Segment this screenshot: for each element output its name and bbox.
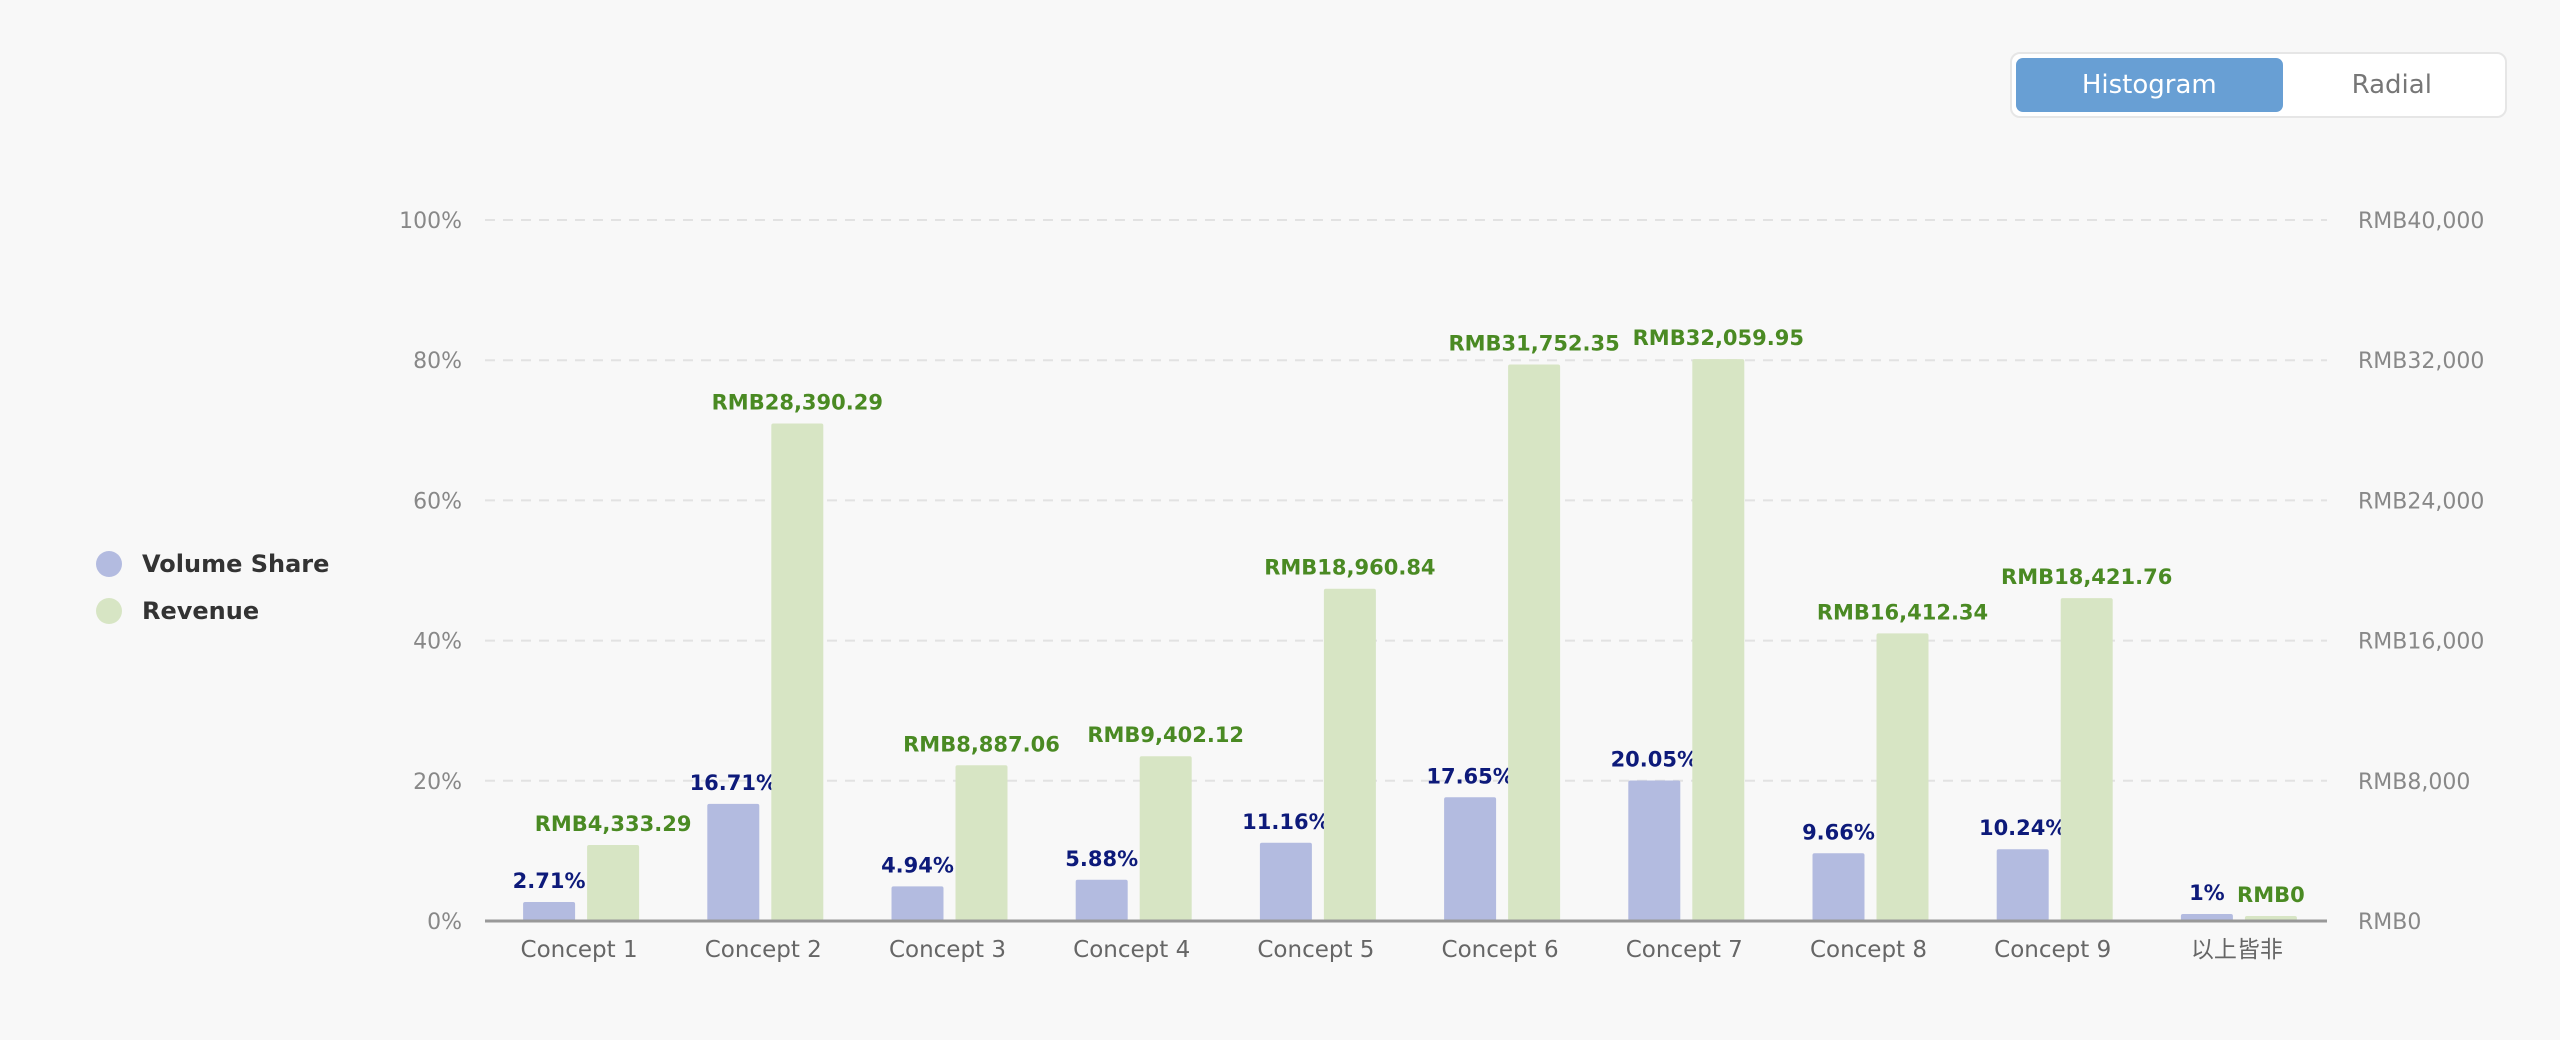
data-label: 4.94%	[881, 853, 954, 877]
legend-dot-icon	[96, 550, 122, 577]
bar-volume-share	[523, 902, 576, 921]
radial-tab[interactable]: Radial	[2351, 70, 2432, 100]
y-left-tick-label: 0%	[427, 910, 462, 935]
data-label: 2.71%	[513, 869, 586, 893]
x-tick-label: Concept 7	[1626, 937, 1743, 963]
y-right-tick-label: RMB0	[2358, 910, 2421, 935]
x-tick-label: Concept 2	[705, 937, 822, 963]
y-right-tick-label: RMB24,000	[2358, 489, 2484, 514]
y-right-tick-label: RMB40,000	[2358, 209, 2484, 234]
x-tick-label: Concept 4	[1073, 937, 1190, 963]
data-label: RMB18,421.76	[2001, 565, 2172, 589]
bar-revenue	[1876, 633, 1929, 921]
x-tick-label: Concept 5	[1257, 937, 1374, 963]
data-label: 5.88%	[1065, 847, 1138, 871]
bar-revenue	[955, 765, 1008, 921]
legend: Volume Share Revenue	[96, 540, 329, 634]
y-right-tick-label: RMB32,000	[2358, 349, 2484, 374]
data-label: RMB0	[2237, 883, 2305, 907]
x-tick-label: Concept 6	[1442, 937, 1559, 963]
legend-item-revenue[interactable]: Revenue	[96, 587, 329, 634]
data-label: 9.66%	[1802, 820, 1875, 844]
bar-volume-share	[1812, 853, 1865, 921]
legend-item-volume-share[interactable]: Volume Share	[96, 540, 329, 587]
legend-label: Revenue	[142, 596, 260, 625]
bar-volume-share	[1259, 842, 1312, 921]
bar-revenue	[587, 845, 640, 921]
data-label: RMB32,059.95	[1633, 326, 1804, 350]
x-tick-label: 以上皆非	[2191, 937, 2283, 963]
data-label: 11.16%	[1242, 810, 1329, 834]
bar-volume-share	[1444, 797, 1497, 921]
y-left-tick-label: 60%	[413, 489, 462, 514]
chart-type-toggle: Histogram Radial	[2010, 52, 2507, 118]
bar-revenue	[1692, 359, 1745, 921]
bar-revenue	[1139, 756, 1192, 921]
data-label: RMB18,960.84	[1264, 556, 1435, 580]
bar-revenue	[771, 423, 824, 921]
histogram-tab[interactable]: Histogram	[2016, 58, 2283, 112]
data-label: RMB28,390.29	[712, 390, 883, 414]
x-tick-label: Concept 8	[1810, 937, 1927, 963]
data-label: RMB31,752.35	[1448, 332, 1619, 356]
data-label: RMB8,887.06	[903, 732, 1060, 756]
data-label: 16.71%	[690, 771, 777, 795]
data-label: RMB9,402.12	[1087, 723, 1244, 747]
y-right-tick-label: RMB16,000	[2358, 630, 2484, 655]
x-tick-label: Concept 9	[1994, 937, 2111, 963]
bar-volume-share	[1075, 879, 1128, 921]
bar-volume-share	[707, 803, 760, 921]
data-label: RMB16,412.34	[1817, 600, 1988, 624]
legend-label: Volume Share	[142, 549, 330, 578]
bar-volume-share	[2180, 913, 2233, 921]
bar-volume-share	[1996, 849, 2049, 921]
data-label: 17.65%	[1426, 764, 1513, 788]
data-label: 1%	[2189, 881, 2225, 905]
y-right-tick-label: RMB8,000	[2358, 770, 2470, 795]
bar-volume-share	[891, 886, 944, 921]
bar-volume-share	[1628, 780, 1681, 921]
x-tick-label: Concept 3	[889, 937, 1006, 963]
bar-revenue	[2060, 598, 2113, 921]
bar-revenue	[1323, 588, 1376, 921]
data-label: RMB4,333.29	[535, 812, 692, 836]
x-tick-label: Concept 1	[521, 937, 638, 963]
y-left-tick-label: 80%	[413, 349, 462, 374]
bar-revenue	[1508, 364, 1561, 922]
data-label: 20.05%	[1611, 747, 1698, 771]
y-left-tick-label: 20%	[413, 770, 462, 795]
data-label: 10.24%	[1979, 816, 2066, 840]
y-left-tick-label: 100%	[399, 209, 462, 234]
legend-dot-icon	[96, 597, 122, 624]
y-left-tick-label: 40%	[413, 630, 462, 655]
